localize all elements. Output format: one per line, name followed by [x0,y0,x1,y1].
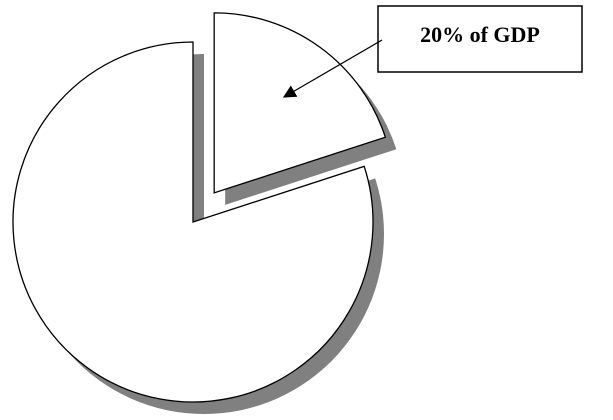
slice [213,12,387,194]
callout-arrow [282,39,383,98]
slice [12,41,374,403]
slice-label: 20% of GDP [420,22,540,47]
pie [12,12,397,414]
callout-box [377,5,583,73]
